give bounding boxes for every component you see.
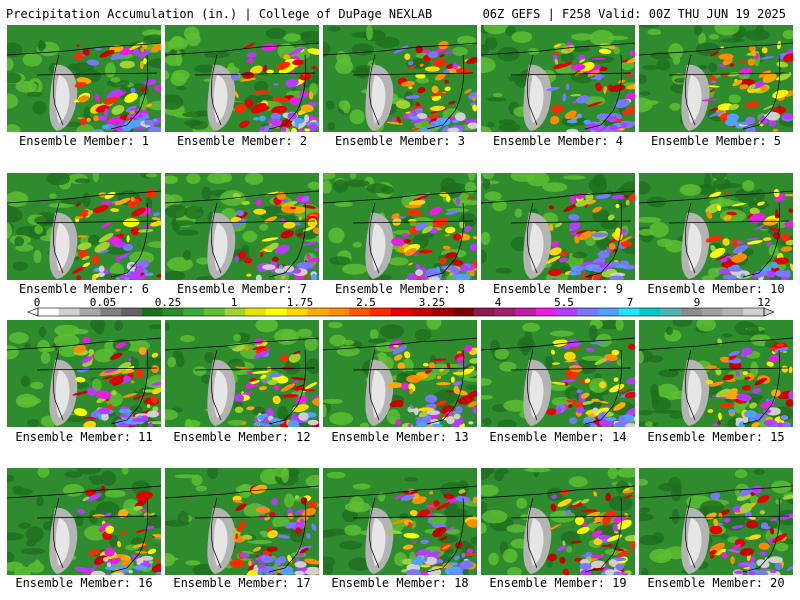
colorbar-segment xyxy=(681,308,703,316)
ensemble-map-panel xyxy=(481,320,635,427)
colorbar-segment xyxy=(390,308,412,316)
ensemble-member-label: Ensemble Member: 1 xyxy=(18,134,150,148)
colorbar-segment xyxy=(286,308,309,316)
ensemble-map-panel xyxy=(481,173,635,280)
map-title: Precipitation Accumulation (in.) | Colle… xyxy=(6,7,433,21)
ensemble-map-panel xyxy=(323,320,477,427)
ensemble-map-panel xyxy=(323,25,477,132)
colorbar-segment xyxy=(722,308,744,316)
ensemble-map-panel xyxy=(639,25,793,132)
colorbar-segment xyxy=(411,308,433,316)
colorbar-tick-label: 9 xyxy=(693,296,701,309)
ensemble-map-panel xyxy=(165,173,319,280)
colorbar-segment xyxy=(183,308,205,316)
colorbar-tick-label: 1.75 xyxy=(286,296,314,309)
ensemble-member-label: Ensemble Member: 8 xyxy=(334,282,466,296)
ensemble-map-panel xyxy=(323,468,477,575)
colorbar-segment xyxy=(224,308,246,316)
ensemble-map-panel xyxy=(7,468,161,575)
colorbar-segment xyxy=(432,308,454,316)
precipitation-colorbar xyxy=(27,307,775,317)
colorbar-segment xyxy=(535,308,558,316)
colorbar-tick-label: 12 xyxy=(757,296,771,309)
colorbar-tick-label: 7 xyxy=(626,296,634,309)
colorbar-segment xyxy=(452,308,475,316)
ensemble-member-label: Ensemble Member: 20 xyxy=(647,576,785,590)
ensemble-map-panel xyxy=(165,320,319,427)
ensemble-map-panel xyxy=(7,25,161,132)
ensemble-map-panel xyxy=(639,173,793,280)
ensemble-member-label: Ensemble Member: 3 xyxy=(334,134,466,148)
colorbar-segment xyxy=(328,308,350,316)
ensemble-map-panel xyxy=(481,468,635,575)
colorbar-segment xyxy=(203,308,226,316)
ensemble-map-panel xyxy=(7,320,161,427)
ensemble-member-label: Ensemble Member: 6 xyxy=(18,282,150,296)
colorbar-tick-label: 3.25 xyxy=(418,296,446,309)
colorbar-segment xyxy=(162,308,184,316)
ensemble-member-label: Ensemble Member: 7 xyxy=(176,282,308,296)
ensemble-member-label: Ensemble Member: 5 xyxy=(650,134,782,148)
ensemble-member-label: Ensemble Member: 9 xyxy=(492,282,624,296)
colorbar-segment xyxy=(266,308,288,316)
colorbar-segment xyxy=(307,308,329,316)
colorbar-segment xyxy=(660,308,682,316)
colorbar-segment xyxy=(369,308,392,316)
colorbar-segment xyxy=(701,308,724,316)
colorbar-segment xyxy=(494,308,516,316)
colorbar-tick-label: 0 xyxy=(33,296,41,309)
ensemble-member-label: Ensemble Member: 12 xyxy=(173,430,311,444)
colorbar-segment xyxy=(556,308,578,316)
colorbar-tick-label: 4 xyxy=(494,296,502,309)
ensemble-member-label: Ensemble Member: 10 xyxy=(647,282,785,296)
ensemble-member-label: Ensemble Member: 11 xyxy=(15,430,153,444)
colorbar-segment xyxy=(79,308,101,316)
ensemble-member-label: Ensemble Member: 14 xyxy=(489,430,627,444)
ensemble-map-panel xyxy=(323,173,477,280)
ensemble-map-panel xyxy=(639,320,793,427)
ensemble-member-label: Ensemble Member: 17 xyxy=(173,576,311,590)
colorbar-segment xyxy=(245,308,267,316)
colorbar-segment xyxy=(120,308,143,316)
colorbar-segment xyxy=(743,308,765,316)
colorbar-segment xyxy=(639,308,661,316)
colorbar-max-arrow xyxy=(763,307,775,317)
ensemble-member-label: Ensemble Member: 13 xyxy=(331,430,469,444)
ensemble-member-label: Ensemble Member: 19 xyxy=(489,576,627,590)
ensemble-map-panel xyxy=(639,468,793,575)
colorbar-segment xyxy=(618,308,641,316)
colorbar-tick-label: 5.5 xyxy=(554,296,574,309)
model-run-info: 06Z GEFS | F258 Valid: 00Z THU JUN 19 20… xyxy=(482,7,786,21)
ensemble-member-label: Ensemble Member: 2 xyxy=(176,134,308,148)
colorbar-min-arrow xyxy=(27,307,39,317)
ensemble-map-panel xyxy=(165,25,319,132)
colorbar-segment xyxy=(100,308,122,316)
colorbar-segment xyxy=(141,308,163,316)
colorbar-segment xyxy=(349,308,371,316)
ensemble-map-panel xyxy=(7,173,161,280)
ensemble-map-panel xyxy=(165,468,319,575)
ensemble-map-panel xyxy=(481,25,635,132)
colorbar-tick-label: 2.5 xyxy=(356,296,376,309)
colorbar-segment xyxy=(577,308,599,316)
colorbar-segment xyxy=(38,308,60,316)
ensemble-member-label: Ensemble Member: 4 xyxy=(492,134,624,148)
colorbar-segment xyxy=(515,308,537,316)
colorbar-segment xyxy=(58,308,80,316)
colorbar-tick-label: 0.25 xyxy=(154,296,182,309)
colorbar-tick-label: 0.05 xyxy=(89,296,117,309)
colorbar-segment xyxy=(473,308,495,316)
ensemble-member-label: Ensemble Member: 15 xyxy=(647,430,785,444)
ensemble-member-label: Ensemble Member: 18 xyxy=(331,576,469,590)
ensemble-member-label: Ensemble Member: 16 xyxy=(15,576,153,590)
colorbar-tick-label: 1 xyxy=(230,296,238,309)
colorbar-segment xyxy=(598,308,620,316)
